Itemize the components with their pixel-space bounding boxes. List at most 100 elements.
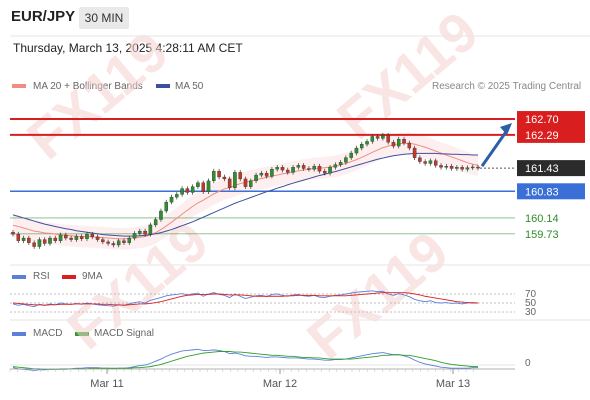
last-price-tag	[517, 160, 585, 177]
ma50-legend-swatch	[156, 84, 170, 88]
x-tick-label: Mar 13	[436, 378, 470, 390]
candle-body	[465, 167, 470, 170]
candle-body	[439, 165, 443, 168]
candle-body	[227, 178, 232, 188]
candle-body	[470, 166, 475, 169]
rsi-ma-legend-swatch	[62, 275, 76, 279]
candle-body	[396, 138, 401, 147]
candle-body	[423, 161, 427, 164]
rsi-level-label: 70	[525, 289, 537, 300]
candle-body	[101, 239, 105, 243]
candle-body	[201, 182, 205, 192]
last-price-label: 161.43	[525, 163, 559, 175]
candle-body	[48, 237, 52, 244]
candle-body	[111, 243, 116, 246]
x-tick-label: Mar 12	[263, 378, 297, 390]
candle-body	[95, 236, 100, 240]
candle-body	[106, 241, 110, 244]
candle-body	[132, 233, 137, 239]
candle-body	[79, 236, 84, 239]
timestamp: Thursday, March 13, 2025 4:28:11 AM CET	[13, 41, 243, 55]
candle-body	[122, 240, 126, 243]
macd-signal-legend-swatch	[75, 332, 89, 336]
candle-body	[222, 176, 227, 180]
pivot-label: 160.83	[525, 186, 559, 198]
candle-body	[21, 237, 26, 241]
rsi-level-label: 30	[525, 307, 537, 318]
candle-body	[275, 167, 279, 170]
candle-body	[27, 237, 31, 243]
candle-body	[402, 138, 406, 144]
pivot-tag	[517, 183, 585, 200]
candle-body	[190, 186, 195, 193]
candle-body	[264, 172, 269, 177]
candle-body	[217, 171, 221, 178]
candle-body	[291, 167, 295, 173]
candle-body	[243, 178, 248, 187]
candle-body	[460, 167, 464, 170]
candle-body	[196, 182, 200, 187]
macd-panel: 0	[10, 348, 531, 371]
candle-body	[412, 147, 417, 158]
candle-body	[296, 165, 301, 168]
resistance-tag	[517, 126, 585, 143]
watermark-text: FX119	[15, 19, 180, 171]
candle-body	[238, 172, 242, 180]
rsi-legend-swatch	[12, 275, 26, 279]
candle-body	[455, 167, 459, 169]
candle-body	[85, 234, 89, 239]
macd-zero-label: 0	[525, 358, 531, 369]
candle-body	[58, 234, 63, 241]
candle-body	[323, 171, 327, 174]
candle-body	[153, 219, 158, 226]
watermark-text: FX119	[295, 219, 460, 371]
candle-body	[138, 230, 142, 234]
macd-signal-legend-label: MACD Signal	[94, 328, 155, 339]
watermark-text: FX119	[325, 0, 490, 151]
candle-body	[280, 167, 285, 171]
rsi-level-label: 50	[525, 298, 537, 309]
candle-body	[148, 224, 153, 235]
resistance-label: 162.70	[525, 114, 559, 126]
candle-body	[249, 180, 253, 187]
rsi-ma-legend-label: 9MA	[82, 271, 103, 282]
resistance-label: 162.29	[525, 130, 559, 142]
candle-body	[259, 172, 264, 176]
candle-body	[74, 236, 79, 240]
forecast-arrow-shaft	[480, 128, 510, 167]
research-credit: Research © 2025 Trading Central	[432, 81, 582, 92]
instrument-title: EUR/JPY	[11, 8, 76, 25]
resistance-tag	[517, 111, 585, 128]
price-panel: 162.70 162.29 161.43 160.83 160.14 159.73	[10, 111, 585, 250]
candle-body	[42, 239, 47, 244]
macd-series-line	[12, 351, 478, 370]
x-tick-label: Mar 11	[90, 378, 123, 390]
candle-body	[444, 166, 449, 168]
support-label: 160.14	[525, 213, 559, 225]
candle-body	[433, 160, 438, 166]
candle-body	[301, 165, 306, 169]
candle-body	[354, 147, 359, 154]
candle-body	[212, 171, 216, 182]
rsi-series-line	[12, 292, 478, 306]
ma20-legend-swatch	[12, 84, 26, 88]
candle-body	[333, 164, 338, 168]
candle-body	[365, 141, 369, 145]
candle-body	[169, 196, 174, 203]
candle-body	[16, 234, 21, 241]
candle-body	[159, 210, 163, 220]
candle-body	[127, 237, 132, 243]
candle-body	[32, 242, 36, 247]
candle-body	[11, 232, 15, 235]
candle-body	[370, 136, 375, 142]
header-bar: EUR/JPY 30 MIN	[0, 0, 590, 36]
ma50-line	[12, 152, 478, 237]
macd-legend-label: MACD	[33, 328, 63, 339]
macd-legend-swatch	[12, 332, 26, 336]
candle-body	[349, 152, 353, 158]
candle-body	[64, 234, 68, 239]
candle-body	[317, 166, 322, 172]
timeframe-button[interactable]: 30 MIN	[79, 7, 129, 29]
